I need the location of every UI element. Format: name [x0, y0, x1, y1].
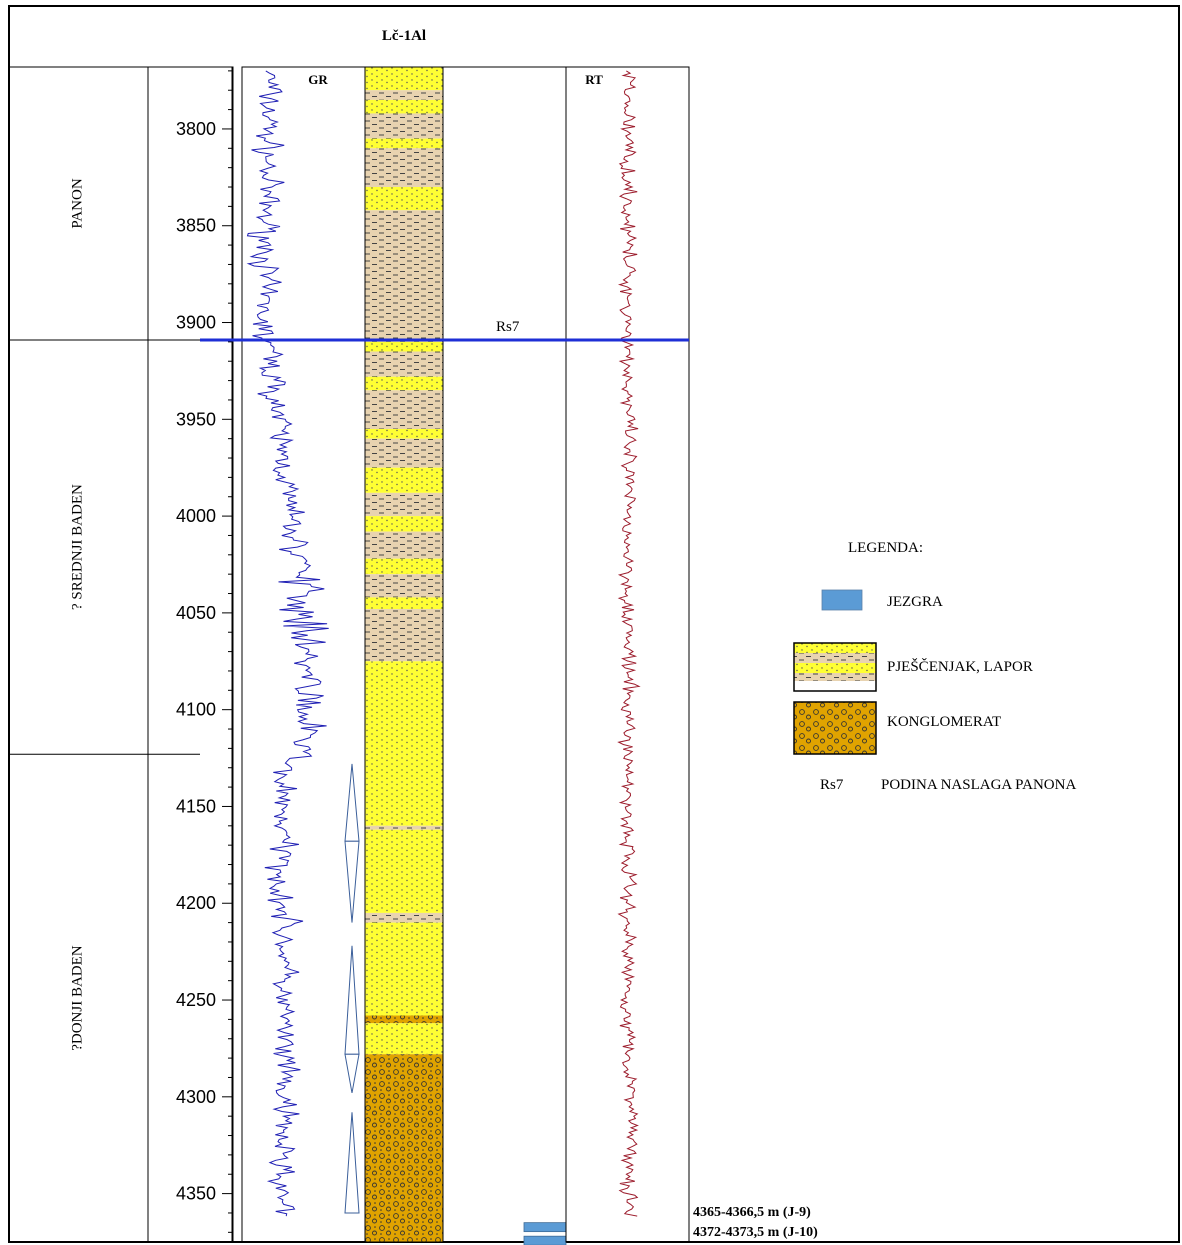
sequence-triangles: [344, 763, 360, 1214]
lithology-interval-sand: [365, 597, 443, 610]
zones-layer: PANON ? SREDNJI BADEN ?DONJI BADEN: [9, 178, 200, 1051]
legend-title: LEGENDA:: [848, 540, 923, 556]
lithology-interval-sand: [365, 922, 443, 1016]
lithology-interval-conglomerate: [365, 1015, 443, 1024]
lithology-interval-sand: [365, 341, 443, 352]
lithology-interval-marl: [365, 438, 443, 468]
rt-label: RT: [585, 72, 603, 87]
lithology-interval-sand: [365, 99, 443, 114]
legend-core-label: JEZGRA: [887, 594, 943, 610]
depth-axis: 3800 3850 3900 3950 4000 4050 4100 4150 4200 4250…: [176, 67, 233, 1242]
core-markers: [523, 1222, 567, 1245]
legend-core-swatch: [821, 589, 863, 611]
depth-tick-label: 4000: [176, 506, 216, 526]
legend-marker-label: PODINA NASLAGA PANONA: [881, 777, 1076, 793]
core-track: [442, 66, 567, 1243]
lithology-interval-sand: [365, 138, 443, 149]
core-marker: [523, 1222, 567, 1233]
lithology-column: [365, 67, 443, 1242]
legend-sand-marl-swatch: [793, 642, 877, 692]
sequence-triangle: [344, 763, 360, 842]
depth-tick-label: 3800: [176, 119, 216, 139]
gr-label: GR: [308, 72, 328, 87]
depth-tick-label: 4300: [176, 1087, 216, 1107]
lithology-interval-sand: [365, 558, 443, 575]
lithology-interval-sand: [365, 1023, 443, 1055]
legend-conglomerate-swatch: [793, 701, 877, 755]
zone-label: ? SREDNJI BADEN: [69, 484, 85, 610]
lithology-interval-sand: [365, 187, 443, 211]
lithology-interval-marl: [365, 210, 443, 342]
depth-tick-label: 3850: [176, 216, 216, 236]
legend-marker-symbol: Rs7: [820, 777, 844, 793]
sequence-triangle: [344, 1112, 360, 1214]
lithology-interval-sand: [365, 829, 443, 913]
lithology-interval-marl: [365, 912, 443, 923]
sequence-triangle: [344, 945, 360, 1055]
sequence-triangle: [344, 1053, 360, 1094]
gr-curve: [246, 70, 329, 1217]
gr-track: [241, 66, 366, 1243]
legend-conglomerate-label: KONGLOMERAT: [887, 714, 1001, 730]
lithology-interval-marl: [365, 90, 443, 100]
zone-column: [8, 66, 149, 1243]
depth-column: [147, 66, 234, 1243]
lithology-interval-sand: [365, 467, 443, 493]
depth-tick-label: 4350: [176, 1184, 216, 1204]
figure-frame: [8, 5, 1180, 1243]
lithology-interval-sand: [365, 376, 443, 391]
zone-label: ?DONJI BADEN: [69, 945, 85, 1051]
depth-tick-label: 4200: [176, 893, 216, 913]
lithology-interval-marl: [365, 390, 443, 429]
core-label-j10: 4372-4373,5 m (J-10): [693, 1225, 818, 1240]
lithology-interval-marl: [365, 492, 443, 517]
lithology-interval-conglomerate: [365, 1054, 443, 1242]
core-marker: [523, 1235, 567, 1245]
depth-tick-label: 3950: [176, 409, 216, 429]
depth-tick-label: 4050: [176, 603, 216, 623]
depth-tick-label: 4250: [176, 990, 216, 1010]
lithology-interval-sand: [365, 516, 443, 532]
sequence-triangle: [344, 840, 360, 923]
lithology-interval-sand: [365, 661, 443, 826]
lithology-interval-marl: [365, 148, 443, 188]
lithology-interval-marl: [365, 531, 443, 559]
rt-track: [565, 66, 690, 1243]
lithology-interval-marl: [365, 609, 443, 662]
lithology-interval-marl: [365, 351, 443, 377]
lithology-interval-marl: [365, 574, 443, 598]
rs7-marker-label: Rs7: [496, 319, 520, 335]
lithology-interval-sand: [365, 428, 443, 439]
lithology-interval-marl: [365, 825, 443, 830]
depth-tick-label: 4100: [176, 700, 216, 720]
depth-tick-label: 3900: [176, 313, 216, 333]
legend: LEGENDA: JEZGRA PJEŠČENJAK, LAPOR KONGLO…: [793, 540, 1076, 793]
zone-label: PANON: [69, 178, 85, 228]
well-title: Lč-1Al: [382, 28, 426, 44]
rt-curve: [617, 70, 641, 1217]
core-label-j9: 4365-4366,5 m (J-9): [693, 1205, 811, 1220]
depth-tick-label: 4150: [176, 796, 216, 816]
lithology-interval-marl: [365, 113, 443, 139]
legend-sand-marl-label: PJEŠČENJAK, LAPOR: [887, 658, 1033, 675]
lithology-interval-sand: [365, 67, 443, 91]
